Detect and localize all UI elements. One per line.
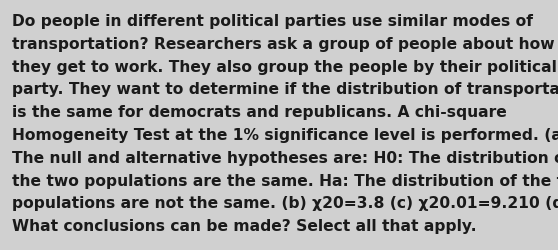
Text: is the same for democrats and republicans. A chi-square: is the same for democrats and republican… bbox=[12, 105, 507, 120]
Text: Homogeneity Test at the 1% significance level is performed. (a): Homogeneity Test at the 1% significance … bbox=[12, 128, 558, 142]
Text: party. They want to determine if the distribution of transportation: party. They want to determine if the dis… bbox=[12, 82, 558, 97]
Text: What conclusions can be made? Select all that apply.: What conclusions can be made? Select all… bbox=[12, 218, 477, 233]
Text: populations are not the same. (b) χ20=3.8 (c) χ20.01=9.210 (d): populations are not the same. (b) χ20=3.… bbox=[12, 196, 558, 210]
Text: they get to work. They also group the people by their political: they get to work. They also group the pe… bbox=[12, 59, 557, 74]
Text: the two populations are the same. Ha: The distribution of the two: the two populations are the same. Ha: Th… bbox=[12, 173, 558, 188]
Text: transportation? Researchers ask a group of people about how: transportation? Researchers ask a group … bbox=[12, 37, 555, 52]
Text: The null and alternative hypotheses are: H0: The distribution of: The null and alternative hypotheses are:… bbox=[12, 150, 558, 165]
Text: Do people in different political parties use similar modes of: Do people in different political parties… bbox=[12, 14, 533, 29]
